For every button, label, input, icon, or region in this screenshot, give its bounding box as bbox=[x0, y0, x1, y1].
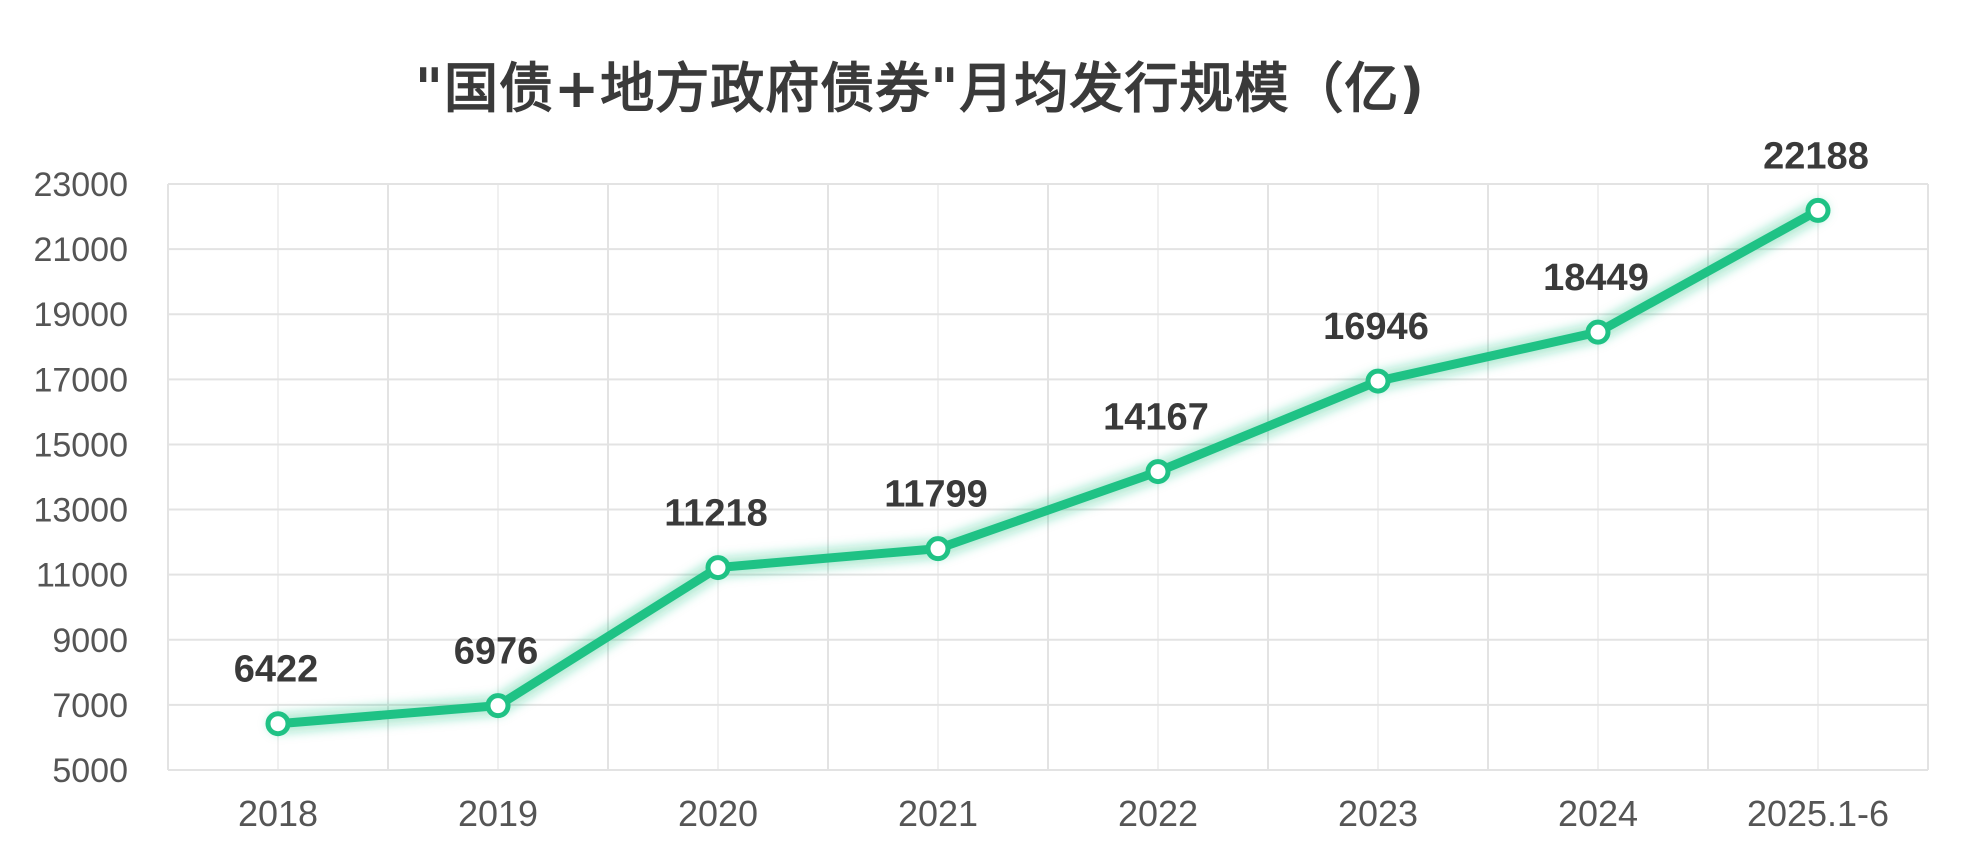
y-tick-label: 21000 bbox=[33, 231, 128, 269]
data-point bbox=[1805, 197, 1831, 223]
data-label: 11799 bbox=[884, 474, 988, 516]
chart-title: "国债+地方政府债券"月均发行规模（亿) bbox=[414, 57, 1426, 120]
y-tick-label: 7000 bbox=[52, 687, 128, 725]
series-line-group bbox=[268, 200, 1828, 734]
y-tick-label: 15000 bbox=[33, 426, 128, 464]
y-tick-label: 17000 bbox=[33, 361, 128, 399]
series-line bbox=[273, 205, 1823, 729]
series-points bbox=[265, 197, 1831, 737]
data-point bbox=[1585, 319, 1611, 345]
y-tick-label: 11000 bbox=[36, 557, 128, 595]
x-tick-label: 2019 bbox=[458, 793, 538, 834]
data-label: 22188 bbox=[1763, 135, 1869, 177]
y-tick-label: 23000 bbox=[33, 166, 128, 204]
grid bbox=[167, 183, 1929, 771]
x-tick-label: 2025.1-6 bbox=[1747, 793, 1889, 834]
data-point bbox=[1365, 368, 1391, 394]
data-label: 16946 bbox=[1323, 306, 1429, 348]
data-point bbox=[485, 693, 511, 719]
y-tick-label: 9000 bbox=[52, 622, 128, 660]
y-tick-label: 5000 bbox=[52, 752, 128, 790]
data-label: 6422 bbox=[234, 649, 319, 691]
data-label: 18449 bbox=[1543, 257, 1649, 299]
data-point bbox=[1145, 459, 1171, 485]
x-tick-label: 2021 bbox=[898, 793, 978, 834]
data-label: 6976 bbox=[454, 631, 539, 673]
x-axis-ticks: 2018 2019 2020 2021 2022 2023 2024 2025.1-6 bbox=[238, 793, 1889, 834]
data-label: 14167 bbox=[1103, 397, 1209, 439]
x-tick-label: 2020 bbox=[678, 793, 758, 834]
data-label: 11218 bbox=[664, 493, 768, 535]
x-tick-label: 2022 bbox=[1118, 793, 1198, 834]
y-tick-label: 13000 bbox=[33, 492, 128, 530]
y-axis-ticks: 5000 7000 9000 11000 13000 15000 17000 19000 210… bbox=[33, 166, 128, 790]
data-point bbox=[925, 536, 951, 562]
data-labels: 6422 6976 11218 11799 14167 16946 18449 22188 bbox=[234, 135, 1869, 690]
x-tick-label: 2023 bbox=[1338, 793, 1418, 834]
data-point bbox=[705, 555, 731, 581]
x-tick-label: 2024 bbox=[1558, 793, 1638, 834]
data-point bbox=[265, 711, 291, 737]
x-tick-label: 2018 bbox=[238, 793, 318, 834]
y-tick-label: 19000 bbox=[33, 296, 128, 334]
